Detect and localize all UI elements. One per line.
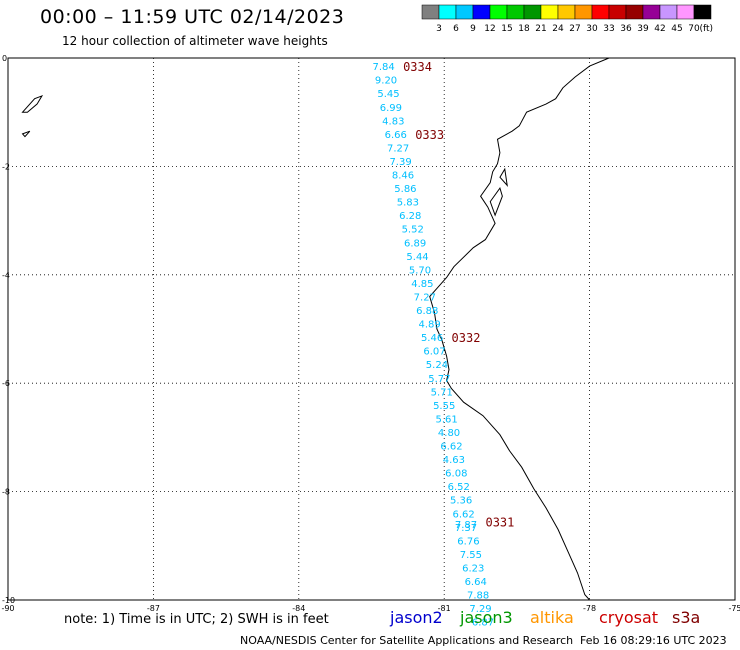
colorbar-label: 12 [484,24,495,34]
wave-height-label: 6.62 [440,442,462,453]
wave-height-label: 6.28 [399,211,421,222]
y-tick-label: -8 [2,488,10,497]
colorbar-label: 70 [688,24,700,34]
x-tick-label: -84 [292,604,305,613]
wave-height-label: 5.71 [431,387,453,398]
pass-time-label: 0332 [452,331,481,345]
wave-height-label: 7.39 [389,157,411,168]
legend-jason3: jason3 [460,608,513,627]
wave-height-label: 6.08 [445,469,467,480]
colorbar-label: 21 [535,24,546,34]
colorbar-label: 36 [620,24,632,34]
colorbar-label: 3 [436,24,442,34]
wave-height-label: 5.55 [433,401,455,412]
wave-height-label: 6.88 [416,306,438,317]
puna-island [489,186,503,217]
wave-height-label: 4.80 [438,428,460,439]
wave-height-label: 9.20 [375,76,397,87]
colorbar-label: 30 [586,24,598,34]
colorbar-label: 42 [654,24,665,34]
wave-height-label: 6.64 [465,577,487,588]
x-tick-label: -87 [147,604,160,613]
wave-height-label: 4.89 [419,320,441,331]
wave-height-label: 5.83 [397,198,419,209]
colorbar-label: 39 [637,24,649,34]
x-tick-label: -75 [728,604,740,613]
wave-height-label: 5.70 [409,265,431,276]
colorbar-label: 9 [470,24,476,34]
wave-height-label: 7.27 [387,143,409,154]
footer-credit: NOAA/NESDIS Center for Satellite Applica… [240,634,574,647]
pass-time-label: 0334 [403,60,432,74]
wave-height-label: 7.88 [467,591,489,602]
colorbar-label: 18 [518,24,530,34]
wave-height-label: 8.46 [392,171,414,182]
wave-height-label: 6.52 [448,482,470,493]
wave-height-label: 6.66 [385,130,407,141]
colorbar: 3 6 9 12 15 18 21 24 27 30 33 36 39 42 45 70 (ft) [421,4,713,34]
y-tick-label: 0 [2,54,7,63]
colorbar-label: 45 [671,24,682,34]
wave-height-label: 5.61 [435,414,457,425]
wave-height-label: 6.07 [423,347,445,358]
legend-note: note: 1) Time is in UTC; 2) SWH is in fe… [64,612,329,627]
wave-height-label: 5.86 [394,184,416,195]
wave-height-label: 7.29 [469,604,491,615]
wave-height-label: 5.45 [377,89,399,100]
y-tick-label: -6 [2,379,10,388]
colorbar-unit: (ft) [699,24,713,34]
coastline [429,57,610,601]
wave-height-label: 5.52 [402,225,424,236]
wave-height-label: 5.46 [421,333,443,344]
footer-timestamp: Feb 16 08:29:16 UTC 2023 [580,634,727,647]
wave-height-label: 7.84 [372,62,394,73]
wave-height-label: 4.83 [382,116,404,127]
legend-s3a: s3a [672,608,701,627]
wave-height-label: 5.44 [406,252,428,263]
colorbar-swatch [693,4,712,20]
colorbar-label: 6 [453,24,459,34]
wave-height-label: 5.24 [426,360,448,371]
wave-height-label: 5.36 [450,496,472,507]
y-tick-label: -4 [2,271,10,280]
x-tick-label: -81 [438,604,451,613]
page-title: 00:00 – 11:59 UTC 02/14/2023 [40,6,345,28]
x-tick-label: -90 [1,604,14,613]
colorbar-label: 33 [603,24,614,34]
wave-height-label: 6.87 [472,618,494,629]
wave-height-label: 4.63 [443,455,465,466]
pass-time-label: 0333 [415,128,444,142]
colorbar-label: 15 [501,24,512,34]
wave-height-label: 7.27 [414,292,436,303]
y-tick-label: -2 [2,162,10,171]
page-subtitle: 12 hour collection of altimeter wave hei… [62,34,328,48]
colorbar-label: 24 [552,24,564,34]
wave-height-label: 6.99 [380,103,402,114]
colorbar-label: 27 [569,24,580,34]
x-tick-label: -78 [583,604,596,613]
wave-height-label: 4.85 [411,279,433,290]
pass-time-label: 0331 [485,515,514,529]
wave-height-label: 7.55 [460,550,482,561]
y-tick-label: -10 [2,596,15,605]
legend-cryosat: cryosat [599,608,659,627]
wave-height-label: 7.87 [455,520,477,531]
wave-height-label: 7.37 [455,523,477,534]
galapagos-islet [21,130,31,138]
wave-height-label: 6.23 [462,563,484,574]
gulf-islet [499,167,508,187]
legend-altika: altika [530,608,574,627]
wave-height-label: 6.76 [457,536,479,547]
galapagos-island [21,94,44,113]
wave-height-label: 5.77 [428,374,450,385]
wave-height-label: 6.89 [404,238,426,249]
wave-height-label: 6.62 [452,509,474,520]
map-frame [7,57,736,601]
legend-jason2: jason2 [390,608,443,627]
